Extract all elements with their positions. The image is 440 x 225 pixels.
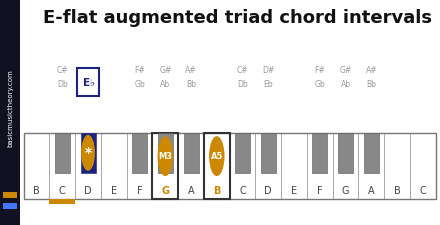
Bar (235, 133, 250, 173)
Text: A#: A# (366, 66, 377, 75)
Bar (49, 199, 75, 204)
Circle shape (81, 135, 95, 171)
Bar (55, 133, 70, 173)
Bar (183, 133, 198, 173)
Text: D#: D# (262, 66, 275, 75)
Bar (81, 133, 95, 173)
Text: C: C (419, 186, 426, 196)
Text: B: B (33, 186, 40, 196)
Text: Gb: Gb (315, 80, 325, 89)
Bar (158, 133, 173, 173)
Bar (77, 68, 99, 96)
Bar (152, 133, 178, 199)
Bar (152, 133, 178, 199)
Text: D: D (264, 186, 272, 196)
Bar (410, 133, 436, 199)
Text: Gb: Gb (134, 80, 145, 89)
Text: C#: C# (237, 66, 248, 75)
Bar (281, 133, 307, 199)
Text: B: B (394, 186, 400, 196)
Bar (127, 133, 152, 199)
Bar (364, 133, 379, 173)
Bar (24, 133, 436, 199)
Text: A: A (368, 186, 374, 196)
Text: E: E (291, 186, 297, 196)
Text: G#: G# (339, 66, 352, 75)
Text: E-flat augmented triad chord intervals: E-flat augmented triad chord intervals (43, 9, 432, 27)
Text: G#: G# (159, 66, 172, 75)
Text: A: A (188, 186, 194, 196)
Bar (75, 133, 101, 199)
Text: F: F (137, 186, 143, 196)
Text: Ab: Ab (341, 80, 351, 89)
Text: Bb: Bb (186, 80, 196, 89)
Text: F#: F# (134, 66, 145, 75)
Text: E$\flat$: E$\flat$ (81, 77, 95, 88)
Text: A5: A5 (211, 152, 223, 161)
Text: F: F (317, 186, 323, 196)
Bar (256, 133, 281, 199)
Text: B: B (213, 186, 220, 196)
Bar (338, 133, 353, 173)
Text: Ab: Ab (160, 80, 170, 89)
Text: basicmusictheory.com: basicmusictheory.com (7, 69, 13, 147)
Text: Db: Db (57, 80, 68, 89)
Text: D: D (84, 186, 92, 196)
Text: C: C (239, 186, 246, 196)
Bar (24, 133, 49, 199)
Text: *: * (84, 146, 92, 160)
Bar (230, 133, 256, 199)
Circle shape (209, 136, 224, 176)
Bar (49, 133, 75, 199)
Bar (359, 133, 384, 199)
Circle shape (158, 136, 173, 176)
Text: F#: F# (315, 66, 325, 75)
Bar (204, 133, 230, 199)
Bar (261, 133, 276, 173)
Text: A#: A# (185, 66, 197, 75)
Bar (312, 133, 327, 173)
Text: C#: C# (56, 66, 68, 75)
Bar (384, 133, 410, 199)
Text: Bb: Bb (366, 80, 376, 89)
Text: C: C (59, 186, 66, 196)
Text: G: G (342, 186, 349, 196)
Text: Db: Db (237, 80, 248, 89)
Bar (307, 133, 333, 199)
Text: G: G (161, 186, 169, 196)
Bar (101, 133, 127, 199)
Bar (204, 133, 230, 199)
Bar (132, 133, 147, 173)
Bar (178, 133, 204, 199)
Text: M3: M3 (158, 152, 172, 161)
Bar (333, 133, 359, 199)
Text: E: E (111, 186, 117, 196)
Text: Eb: Eb (264, 80, 273, 89)
